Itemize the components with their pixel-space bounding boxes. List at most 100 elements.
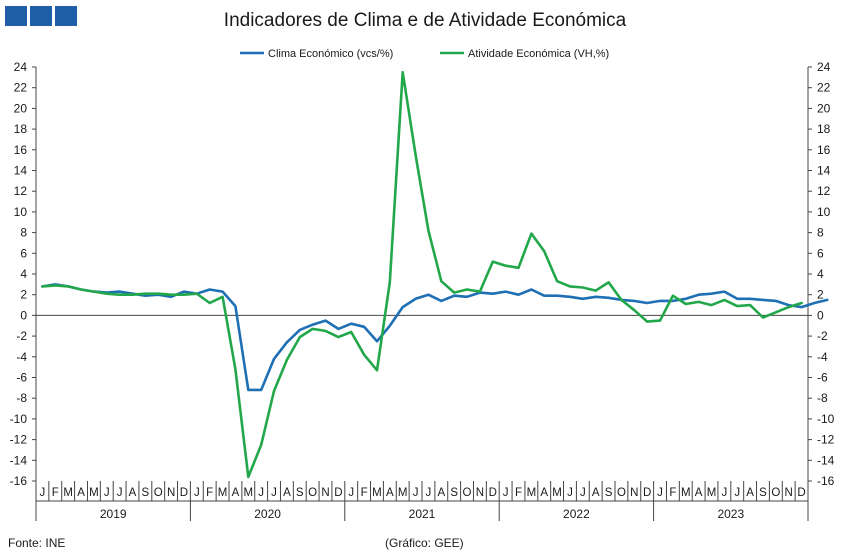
x-tick-label: F [515,487,522,499]
y-tick-label-right: 14 [817,164,831,178]
y-tick-label-left: 0 [20,308,27,322]
y-tick-label-right: 20 [817,101,831,115]
graph-credit: (Gráfico: GEE) [385,536,464,550]
y-tick-label-left: -4 [16,350,27,364]
x-year-label: 2023 [717,507,744,521]
x-tick-label: S [759,487,767,499]
y-tick-label-left: 2 [20,288,27,302]
x-tick-label: A [283,487,291,499]
x-tick-label: M [527,487,537,499]
y-tick-label-right: 16 [817,143,831,157]
x-tick-label: J [117,487,123,499]
y-tick-label-right: 10 [817,205,831,219]
x-tick-label: N [630,487,638,499]
y-tick-label-left: 22 [14,81,28,95]
x-tick-label: J [104,487,110,499]
y-tick-label-left: 12 [14,184,28,198]
y-tick-label-right: 6 [817,246,824,260]
x-tick-label: J [580,487,586,499]
chart-title: Indicadores de Clima e de Atividade Econ… [223,10,627,31]
x-tick-label: F [669,487,676,499]
x-tick-label: M [89,487,99,499]
x-tick-label: S [450,487,458,499]
x-tick-label: M [244,487,254,499]
x-tick-label: F [52,487,59,499]
x-tick-label: D [643,487,651,499]
y-tick-label-left: -8 [16,391,27,405]
x-tick-label: D [334,487,342,499]
x-year-label: 2020 [254,507,281,521]
x-tick-label: N [321,487,329,499]
x-tick-label: A [129,487,137,499]
x-tick-label: J [503,487,509,499]
x-tick-label: N [785,487,793,499]
x-tick-label: S [142,487,150,499]
y-tick-label-right: -16 [817,474,835,488]
x-tick-label: A [695,487,703,499]
logo-square [5,6,27,26]
y-tick-label-right: -12 [817,433,835,447]
x-tick-label: J [40,487,46,499]
x-tick-label: A [386,487,394,499]
x-tick-label: J [413,487,419,499]
x-tick-label: O [771,487,780,499]
y-tick-label-right: 18 [817,122,831,136]
y-tick-label-left: 8 [20,226,27,240]
y-tick-label-right: -6 [817,371,828,385]
x-tick-label: A [592,487,600,499]
y-tick-label-left: 16 [14,143,28,157]
y-tick-label-right: -4 [817,350,828,364]
x-tick-label: J [426,487,432,499]
x-tick-label: N [476,487,484,499]
legend-label: Atividade Económica (VH,%) [468,48,609,60]
y-tick-label-left: 4 [20,267,27,281]
x-tick-label: J [194,487,200,499]
x-tick-label: M [218,487,228,499]
y-tick-label-left: -14 [10,453,28,467]
ine-logo-icon [5,6,77,26]
x-tick-label: J [258,487,264,499]
x-tick-label: A [437,487,445,499]
logo-square [55,6,77,26]
x-year-label: 2022 [563,507,590,521]
y-tick-label-right: 0 [817,308,824,322]
x-tick-label: J [657,487,663,499]
y-tick-label-right: 24 [817,60,831,74]
y-tick-label-right: -8 [817,391,828,405]
x-tick-label: J [567,487,573,499]
x-tick-label: S [605,487,613,499]
x-tick-label: A [540,487,548,499]
y-tick-label-right: -10 [817,412,835,426]
legend-label: Clima Económico (vcs/%) [268,48,393,60]
x-tick-label: N [167,487,175,499]
y-tick-label-right: 12 [817,184,831,198]
x-tick-label: O [617,487,626,499]
x-tick-label: D [797,487,805,499]
x-tick-label: J [348,487,354,499]
x-tick-label: M [398,487,408,499]
x-tick-label: F [206,487,213,499]
x-year-label: 2021 [409,507,436,521]
series-line-clima [41,283,829,392]
y-tick-label-right: -14 [817,453,835,467]
y-tick-label-left: -16 [10,474,28,488]
x-tick-label: A [746,487,754,499]
x-tick-label: A [232,487,240,499]
x-tick-label: O [308,487,317,499]
x-tick-label: M [63,487,73,499]
y-tick-label-left: 24 [14,60,28,74]
y-tick-label-left: -12 [10,433,28,447]
x-tick-label: M [707,487,717,499]
x-tick-label: J [734,487,740,499]
x-tick-label: A [77,487,85,499]
source-note: Fonte: INE [8,536,66,550]
y-tick-label-right: -2 [817,329,828,343]
y-tick-label-left: 14 [14,164,28,178]
x-tick-label: O [154,487,163,499]
x-tick-label: M [552,487,562,499]
y-tick-label-left: 18 [14,122,28,136]
x-tick-label: O [463,487,472,499]
x-tick-label: S [296,487,304,499]
x-tick-label: D [180,487,188,499]
